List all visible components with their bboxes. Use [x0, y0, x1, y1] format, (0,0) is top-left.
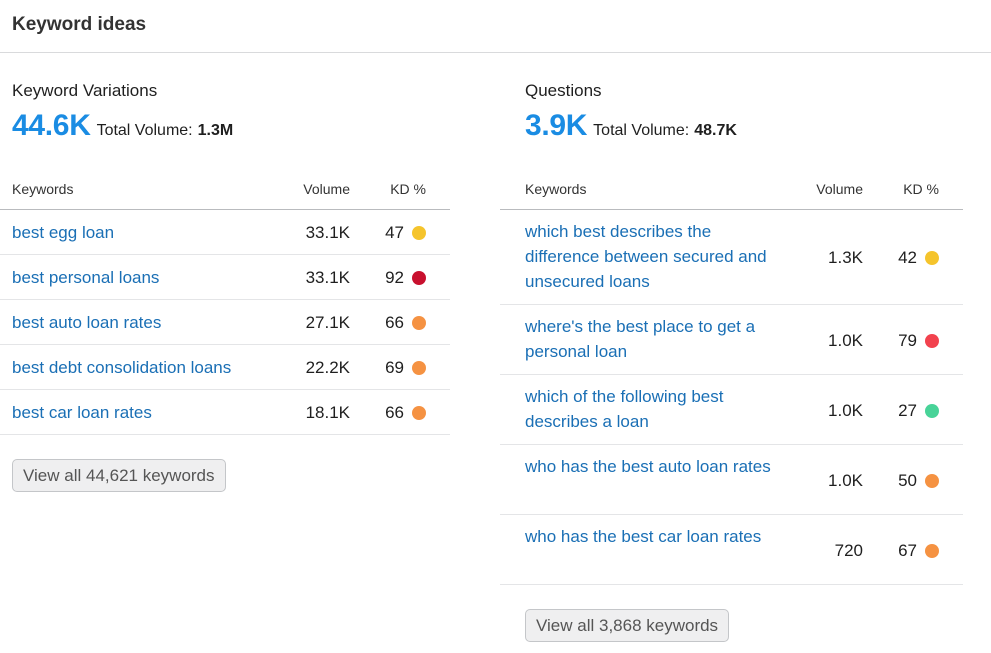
- table-row: who has the best car loan rates 720 67: [500, 515, 963, 585]
- questions-count: 3.9K: [525, 109, 588, 142]
- volume-value: 1.0K: [828, 331, 863, 350]
- variations-table: Keywords Volume KD % best egg loan 33.1K…: [0, 173, 450, 435]
- kd-indicator-dot: [412, 271, 426, 285]
- volume-value: 720: [834, 541, 863, 560]
- view-all-variations-button[interactable]: View all 44,621 keywords: [12, 459, 226, 492]
- volume-value: 18.1K: [305, 403, 350, 422]
- table-row: best debt consolidation loans 22.2K 69: [0, 345, 450, 390]
- questions-summary: 3.9K Total Volume: 48.7K: [525, 109, 737, 143]
- kd-value: 66: [385, 313, 404, 332]
- keyword-link[interactable]: best debt consolidation loans: [12, 358, 232, 377]
- table-row: which of the following best describes a …: [500, 375, 963, 445]
- volume-value: 33.1K: [305, 268, 350, 287]
- question-link[interactable]: where's the best place to get a personal…: [525, 317, 756, 361]
- kd-indicator-dot: [412, 226, 426, 240]
- kd-value: 67: [898, 541, 917, 560]
- kd-value: 27: [898, 401, 917, 420]
- variations-summary: 44.6K Total Volume: 1.3M: [12, 109, 233, 143]
- kd-value: 92: [385, 268, 404, 287]
- variations-volume-value: 1.3M: [197, 122, 234, 139]
- kd-value: 79: [898, 331, 917, 350]
- kd-value: 66: [385, 403, 404, 422]
- kd-value: 47: [385, 223, 404, 242]
- questions-volume-value: 48.7K: [694, 122, 737, 139]
- table-row: which best describes the difference betw…: [500, 210, 963, 305]
- keyword-link[interactable]: best egg loan: [12, 223, 115, 242]
- column-header-keywords: Keywords: [525, 181, 587, 197]
- kd-indicator-dot: [412, 361, 426, 375]
- question-link[interactable]: which of the following best describes a …: [525, 387, 724, 431]
- question-link[interactable]: who has the best car loan rates: [525, 527, 762, 546]
- kd-indicator-dot: [925, 404, 939, 418]
- table-row: best auto loan rates 27.1K 66: [0, 300, 450, 345]
- kd-indicator-dot: [925, 474, 939, 488]
- variations-title: Keyword Variations: [12, 81, 158, 100]
- questions-title: Questions: [525, 81, 602, 100]
- volume-value: 1.0K: [828, 401, 863, 420]
- column-header-volume: Volume: [303, 181, 350, 197]
- kd-value: 42: [898, 248, 917, 267]
- question-link[interactable]: which best describes the difference betw…: [525, 222, 767, 291]
- question-link[interactable]: who has the best auto loan rates: [525, 457, 771, 476]
- volume-value: 22.2K: [305, 358, 350, 377]
- kd-indicator-dot: [925, 334, 939, 348]
- column-header-kd: KD %: [390, 181, 426, 197]
- kd-indicator-dot: [925, 544, 939, 558]
- table-row: best egg loan 33.1K 47: [0, 210, 450, 255]
- volume-value: 1.0K: [828, 471, 863, 490]
- widget-title: Keyword ideas: [12, 14, 147, 35]
- column-header-volume: Volume: [816, 181, 863, 197]
- keyword-link[interactable]: best auto loan rates: [12, 313, 162, 332]
- table-row: best personal loans 33.1K 92: [0, 255, 450, 300]
- table-row: who has the best auto loan rates 1.0K 50: [500, 445, 963, 515]
- questions-table: Keywords Volume KD % which best describe…: [500, 173, 963, 585]
- kd-value: 69: [385, 358, 404, 377]
- keyword-link[interactable]: best personal loans: [12, 268, 160, 287]
- volume-value: 33.1K: [305, 223, 350, 242]
- table-row: best car loan rates 18.1K 66: [0, 390, 450, 435]
- kd-indicator-dot: [925, 251, 939, 265]
- volume-value: 27.1K: [305, 313, 350, 332]
- column-header-kd: KD %: [903, 181, 939, 197]
- variations-count: 44.6K: [12, 109, 91, 142]
- variations-table-header: Keywords Volume KD %: [0, 173, 450, 210]
- questions-volume-label: Total Volume:: [593, 122, 690, 139]
- widget-header: Keyword ideas: [0, 0, 991, 53]
- volume-value: 1.3K: [828, 248, 863, 267]
- kd-indicator-dot: [412, 316, 426, 330]
- kd-value: 50: [898, 471, 917, 490]
- kd-indicator-dot: [412, 406, 426, 420]
- column-header-keywords: Keywords: [12, 181, 74, 197]
- keyword-link[interactable]: best car loan rates: [12, 403, 152, 422]
- variations-volume-label: Total Volume:: [96, 122, 193, 139]
- view-all-questions-button[interactable]: View all 3,868 keywords: [525, 609, 730, 642]
- questions-table-header: Keywords Volume KD %: [500, 173, 963, 210]
- table-row: where's the best place to get a personal…: [500, 305, 963, 375]
